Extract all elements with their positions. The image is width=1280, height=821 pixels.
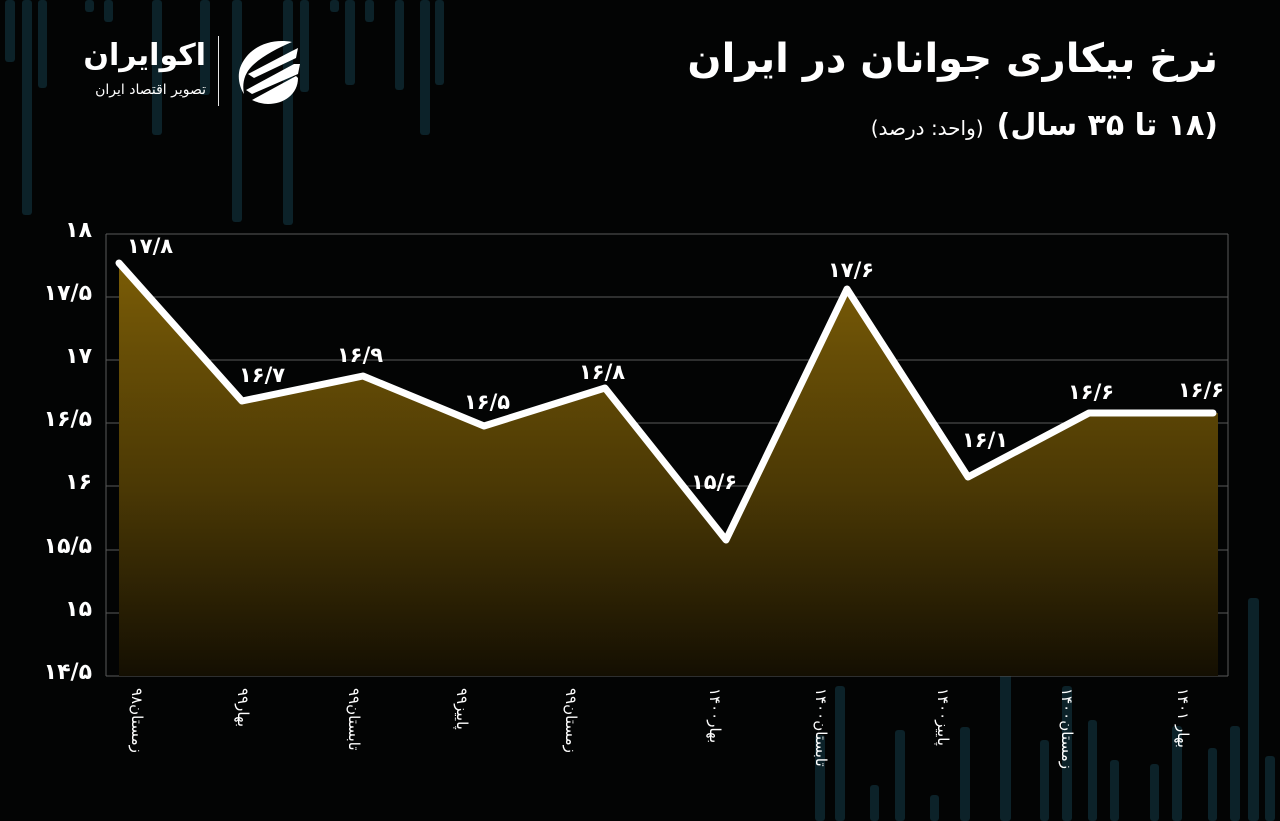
unit-label: (واحد: درصد) [870, 116, 984, 140]
data-line [115, 259, 1217, 544]
x-tick: پاییز۹۹ [453, 688, 471, 730]
y-tick: ۱۸ [65, 218, 92, 243]
data-label: ۱۶/۷ [238, 363, 286, 387]
x-tick: زمستان۱۴۰۰ [1058, 688, 1076, 770]
y-tick: ۱۶/۵ [43, 407, 92, 432]
age-range: (۱۸ تا ۳۵ سال) [996, 108, 1218, 143]
y-tick: ۱۵ [65, 597, 92, 622]
data-label: ۱۶/۵ [463, 390, 511, 414]
y-tick: ۱۷/۵ [43, 281, 92, 306]
x-tick: زمستان۹۹ [562, 688, 580, 753]
x-tick: بهار۹۹ [234, 688, 252, 728]
data-label: ۱۵/۶ [690, 470, 738, 494]
brand-logo: اکوایران تصویر اقتصاد ایران [48, 34, 310, 106]
x-tick: تابستان۱۴۰۰ [812, 688, 830, 767]
x-tick: زمستان۹۸ [128, 688, 146, 753]
data-label: ۱۶/۸ [578, 360, 626, 384]
brand-name: اکوایران [83, 38, 206, 73]
x-tick: بهار۱۴۰۰ [706, 688, 724, 744]
data-label: ۱۶/۶ [1177, 378, 1225, 402]
y-tick: ۱۴/۵ [43, 660, 92, 685]
data-label: ۱۷/۶ [827, 258, 875, 282]
data-label: ۱۶/۱ [961, 428, 1009, 452]
chart-subtitle: (۱۸ تا ۳۵ سال) (واحد: درصد) [871, 108, 1218, 143]
brand-tagline: تصویر اقتصاد ایران [95, 82, 206, 98]
data-label: ۱۷/۸ [126, 234, 174, 258]
chart-title: نرخ بیکاری جوانان در ایران [687, 36, 1218, 82]
y-tick: ۱۵/۵ [43, 534, 92, 559]
brand-mark-icon [238, 41, 300, 104]
data-label: ۱۶/۹ [336, 343, 384, 367]
x-tick: پاییز۱۴۰۰ [934, 688, 952, 746]
header: اکوایران تصویر اقتصاد ایران نرخ بیکاری ج… [0, 0, 1280, 200]
y-tick: ۱۶ [65, 470, 92, 495]
logo-divider [218, 36, 219, 106]
data-label: ۱۶/۶ [1067, 380, 1115, 404]
x-tick: بهار ۱۴۰۱ [1174, 688, 1192, 748]
x-tick: تابستان۹۹ [345, 688, 363, 751]
y-tick: ۱۷ [65, 344, 92, 369]
